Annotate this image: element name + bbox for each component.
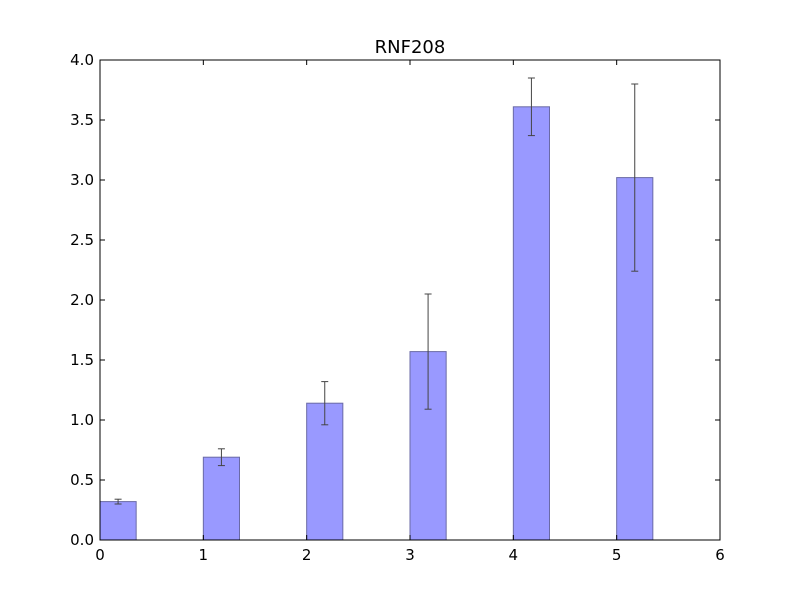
bar-1 [202, 456, 240, 541]
y-tick-label: 4.0 [70, 51, 94, 69]
x-tick-label: 4 [509, 546, 519, 564]
x-tick-label: 2 [302, 546, 312, 564]
error-bar-4 [527, 77, 535, 137]
error-bar-2 [321, 381, 329, 426]
y-tick-label: 1.0 [70, 411, 94, 429]
y-tick-label: 2.0 [70, 291, 94, 309]
y-tick-label: 2.5 [70, 231, 94, 249]
y-tick-label: 3.5 [70, 111, 94, 129]
y-tick-label: 1.5 [70, 351, 94, 369]
x-tick-label: 1 [199, 546, 209, 564]
y-tick-label: 0.5 [70, 471, 94, 489]
bar-2 [306, 402, 344, 541]
bar-4 [512, 106, 550, 541]
bar-0 [99, 501, 137, 541]
error-bar-1 [217, 448, 225, 467]
x-tick-label: 0 [95, 546, 105, 564]
error-bar-0 [114, 498, 122, 505]
x-tick-label: 3 [405, 546, 415, 564]
x-tick-label: 6 [715, 546, 725, 564]
y-axis: 0.0 0.5 1.0 1.5 2.0 2.5 3.0 3.5 4.0 [70, 51, 720, 549]
x-axis: 0 1 2 3 4 5 6 [95, 60, 725, 564]
x-tick-label: 5 [612, 546, 622, 564]
error-bar-5 [631, 83, 639, 272]
bars-group [99, 106, 654, 541]
chart-title: RNF208 [375, 37, 446, 58]
y-tick-label: 3.0 [70, 171, 94, 189]
error-bars-group [114, 77, 639, 505]
y-tick-label: 0.0 [70, 531, 94, 549]
error-bar-3 [424, 293, 432, 410]
